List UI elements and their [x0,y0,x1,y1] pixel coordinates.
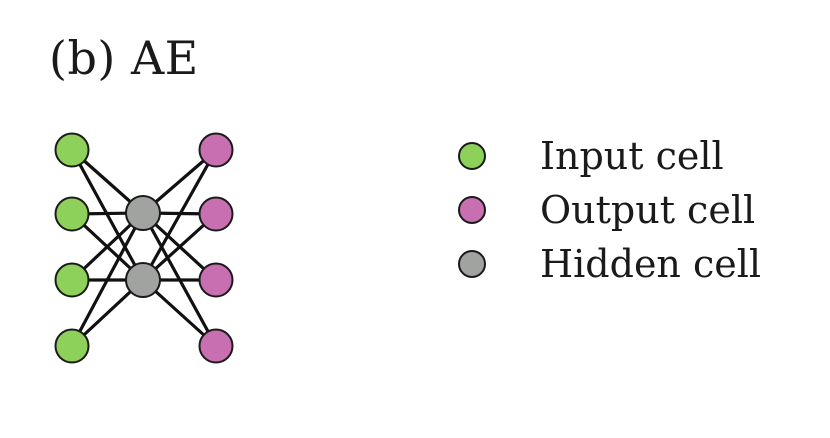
network-edges [70,148,218,348]
hidden-cell-2 [125,262,161,298]
legend-item-hidden: Hidden cell [458,238,818,288]
diagram-title: (b) AE [49,31,199,85]
network-nodes [54,132,234,364]
legend-label-input: Input cell [540,134,724,178]
input-cell-3 [54,262,90,298]
legend-label-hidden: Hidden cell [540,242,762,286]
hidden-cell-swatch [458,250,486,278]
output-cell-2 [198,196,234,232]
input-cell-1 [54,132,90,168]
output-cell-4 [198,328,234,364]
legend-item-output: Output cell [458,184,818,234]
legend-label-output: Output cell [540,188,756,232]
legend-item-input: Input cell [458,130,818,180]
input-cell-4 [54,328,90,364]
edge-hidden-2-output-1 [141,148,218,282]
output-cell-1 [198,132,234,168]
output-cell-swatch [458,196,486,224]
input-cell-2 [54,196,90,232]
edge-input-4-hidden-1 [70,211,145,348]
input-cell-swatch [458,142,486,170]
hidden-cell-1 [125,195,161,231]
output-cell-3 [198,262,234,298]
